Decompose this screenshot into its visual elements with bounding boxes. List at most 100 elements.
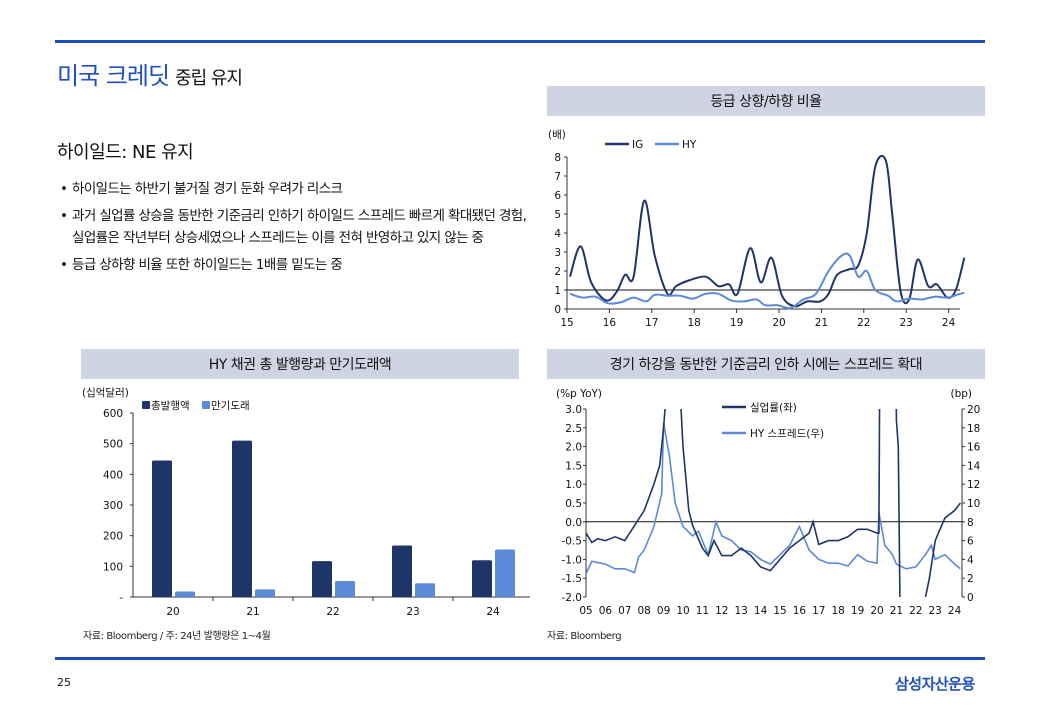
- y-tick-label-right: 10: [967, 498, 980, 510]
- bar-총발행액: [312, 561, 332, 597]
- x-tick-label: 16: [793, 605, 807, 617]
- series-line-ig: [569, 154, 966, 308]
- legend-label: 총발행액: [151, 400, 190, 412]
- y-tick-label: 2: [554, 266, 561, 278]
- y-tick-label-right: 12: [967, 479, 980, 491]
- y-tick-label-right: 8: [967, 517, 974, 529]
- y-tick-label: 0.5: [565, 498, 582, 510]
- y-tick-label: 0: [554, 304, 561, 316]
- x-tick-label: 15: [560, 317, 573, 329]
- x-tick-label: 20: [772, 317, 785, 329]
- x-tick-label: 23: [929, 605, 942, 617]
- chart1-title: 등급 상향/하향 비율: [547, 86, 985, 116]
- x-tick-label: 21: [246, 606, 259, 618]
- bar-만기도래: [415, 583, 435, 597]
- legend-label: 실업률(좌): [750, 401, 797, 414]
- y-tick-label: 8: [554, 152, 561, 164]
- x-tick-label: 11: [696, 605, 709, 617]
- bottom-rule: [55, 657, 985, 660]
- x-tick-label: 14: [754, 605, 768, 617]
- x-tick-label: 16: [603, 317, 617, 329]
- y-tick-label-right: 2: [967, 573, 974, 585]
- y-axis-unit: (배): [548, 129, 566, 141]
- y-tick-label: 3.0: [565, 404, 582, 416]
- y-tick-label: 7: [554, 171, 561, 183]
- y-tick-label-right: 16: [967, 442, 981, 454]
- bar-만기도래: [495, 549, 515, 597]
- x-tick-label: 15: [773, 605, 786, 617]
- y-tick-label: 200: [103, 531, 123, 543]
- y-tick-label-right: 14: [967, 460, 981, 472]
- y-tick-label: 3: [554, 247, 561, 259]
- y-tick-label: 6: [554, 190, 561, 202]
- x-tick-label: 23: [406, 606, 419, 618]
- y-tick-label: 5: [554, 209, 561, 221]
- x-tick-label: 18: [832, 605, 845, 617]
- y-tick-label: -1.5: [562, 573, 583, 585]
- series-line: [586, 422, 961, 574]
- brand-logo: 삼성자산운용: [895, 675, 975, 693]
- y-tick-label: 2.0: [565, 442, 582, 454]
- y-tick-label: 600: [103, 408, 123, 420]
- x-tick-label: 24: [948, 605, 962, 617]
- page-title: 미국 크레딧 중립 유지: [57, 62, 243, 90]
- x-tick-label: 22: [326, 606, 339, 618]
- x-tick-label: 07: [618, 605, 631, 617]
- legend-label: IG: [632, 139, 643, 151]
- y-tick-label: 1.0: [565, 479, 582, 491]
- x-tick-label: 13: [735, 605, 748, 617]
- bar-만기도래: [255, 589, 275, 597]
- x-tick-label: 22: [909, 605, 922, 617]
- legend-label: 만기도래: [211, 400, 250, 412]
- y-tick-label-right: 18: [967, 423, 980, 435]
- bar-총발행액: [472, 560, 492, 597]
- x-tick-label: 24: [486, 606, 500, 618]
- y-axis-unit-left: (%p YoY): [556, 388, 602, 400]
- x-tick-label: 19: [851, 605, 864, 617]
- x-tick-label: 08: [638, 605, 651, 617]
- bullet-item: 등급 상하향 비율 또한 하이일드는 1배를 밑도는 중: [60, 254, 530, 276]
- top-rule: [55, 40, 985, 43]
- x-tick-label: 17: [812, 605, 825, 617]
- y-tick-label: -1.0: [562, 554, 583, 566]
- section-heading: 하이일드: NE 유지: [57, 142, 194, 163]
- x-tick-label: 22: [857, 317, 870, 329]
- y-tick-label: 2.5: [565, 423, 582, 435]
- chart3-source: 자료: Bloomberg: [547, 631, 622, 642]
- bar-총발행액: [232, 440, 252, 597]
- chart2-source: 자료: Bloomberg / 주: 24년 발행량은 1~4월: [83, 631, 271, 642]
- x-tick-label: 09: [657, 605, 670, 617]
- x-tick-label: 12: [715, 605, 728, 617]
- x-tick-label: 19: [730, 317, 743, 329]
- y-tick-label-right: 20: [967, 404, 980, 416]
- legend-swatch: [142, 401, 150, 409]
- y-tick-label: 500: [103, 439, 123, 451]
- x-tick-label: 23: [900, 317, 913, 329]
- y-axis-unit: (십억달러): [82, 387, 129, 399]
- y-tick-label-right: 4: [967, 554, 974, 566]
- x-tick-label: 18: [688, 317, 701, 329]
- bullet-item: 하이일드는 하반기 불거질 경기 둔화 우려가 리스크: [60, 178, 530, 200]
- y-tick-label: 100: [103, 561, 123, 573]
- y-tick-label: 300: [103, 500, 123, 512]
- bar-총발행액: [392, 545, 412, 597]
- legend-label: HY: [682, 139, 697, 151]
- x-tick-label: 10: [676, 605, 689, 617]
- page-number: 25: [57, 676, 71, 689]
- page-subtitle: 중립 유지: [175, 68, 243, 89]
- bullet-item: 과거 실업률 상승을 동반한 기준금리 인하기 하이일드 스프레드 빠르게 확대…: [60, 205, 530, 249]
- bar-만기도래: [335, 581, 355, 597]
- y-tick-label: 400: [103, 469, 123, 481]
- y-tick-label: 4: [554, 228, 561, 240]
- y-tick-label: 1.5: [565, 460, 582, 472]
- x-tick-label: 05: [579, 605, 592, 617]
- series-line: [586, 409, 962, 597]
- x-tick-label: 24: [942, 317, 956, 329]
- bullet-list: 하이일드는 하반기 불거질 경기 둔화 우려가 리스크 과거 실업률 상승을 동…: [60, 178, 530, 281]
- x-tick-label: 21: [815, 317, 828, 329]
- hy-issuance-chart: (십억달러) - 100 200 300 400 500 600 20 21 22 23 24 총발행액 만…: [82, 387, 530, 618]
- chart3-title: 경기 하강을 동반한 기준금리 인하 시에는 스프레드 확대: [547, 349, 985, 379]
- bar-만기도래: [175, 591, 195, 597]
- x-tick-label: 17: [645, 317, 658, 329]
